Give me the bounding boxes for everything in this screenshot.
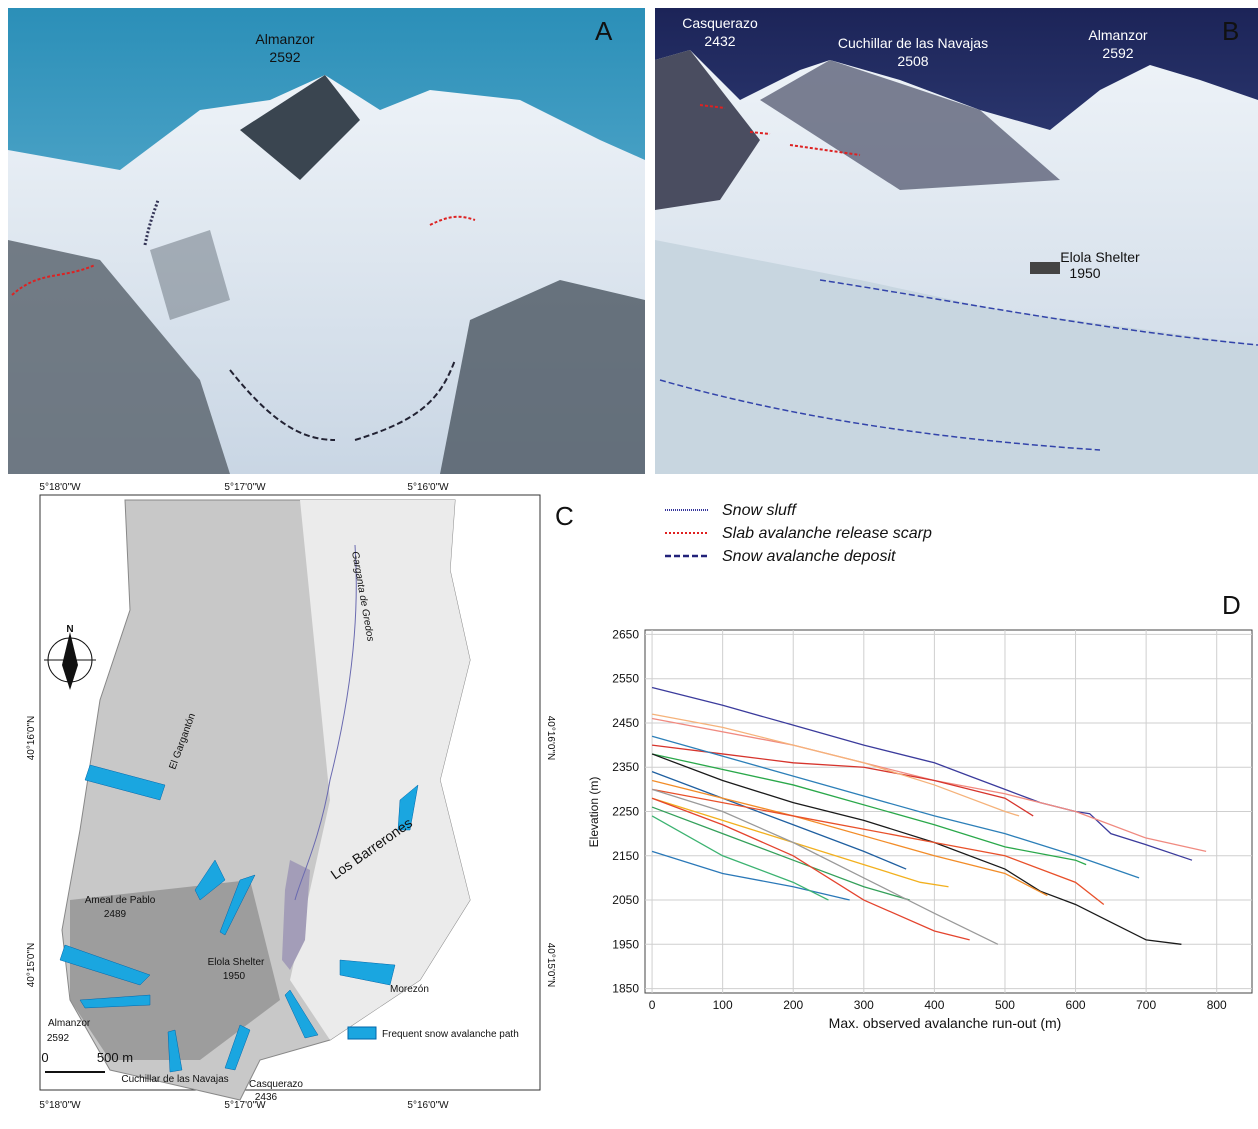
chart-d: D Max. observed avalanche run-out (m) El… <box>587 590 1252 1031</box>
lon-label: 5°18'0"W <box>39 482 81 493</box>
place-elevation: 1950 <box>1069 265 1100 281</box>
lat-label: 40°16'0"N <box>26 716 37 761</box>
legend-item: Snow sluff <box>722 502 797 519</box>
peak-elevation: 2592 <box>269 49 300 65</box>
x-tick-label: 700 <box>1136 998 1156 1012</box>
lat-label: 40°15'0"N <box>545 943 556 988</box>
place-name: Ameal de Pablo <box>85 895 156 906</box>
place-name: Morezón <box>390 984 429 995</box>
lat-label: 40°15'0"N <box>26 943 37 988</box>
y-axis-label: Elevation (m) <box>587 777 601 848</box>
photo-b: Casquerazo 2432 Cuchillar de las Navajas… <box>655 8 1258 474</box>
place-elevation: 2592 <box>1102 45 1133 61</box>
x-tick-label: 0 <box>649 998 656 1012</box>
place-name: Elola Shelter <box>208 957 265 968</box>
place-elevation: 2489 <box>104 909 127 920</box>
lon-label: 5°18'0"W <box>39 1100 81 1111</box>
x-tick-label: 500 <box>995 998 1015 1012</box>
y-tick-label: 2150 <box>612 849 639 863</box>
legend-item: Snow avalanche deposit <box>722 548 896 565</box>
x-tick-label: 800 <box>1207 998 1227 1012</box>
panel-letter: C <box>555 501 574 531</box>
scale-label: 0 <box>41 1050 48 1065</box>
y-tick-label: 2650 <box>612 627 639 641</box>
place-elevation: 2436 <box>255 1092 278 1103</box>
page: Almanzor 2592 A Casquerazo 2432 Cuchilla… <box>0 0 1258 1124</box>
map-c: N 5°18'0"W 5°17'0"W 5°16'0"W 5°18'0"W 5°… <box>26 482 574 1111</box>
lat-label: 40°16'0"N <box>545 716 556 761</box>
place-name: Casquerazo <box>682 15 758 31</box>
north-label: N <box>66 624 73 635</box>
lon-label: 5°17'0"W <box>224 482 266 493</box>
place-name: Elola Shelter <box>1060 249 1140 265</box>
place-elevation: 2508 <box>897 53 928 69</box>
place-name: Cuchillar de las Navajas <box>121 1074 228 1085</box>
place-name: Almanzor <box>48 1018 91 1029</box>
place-name: Cuchillar de las Navajas <box>838 35 988 51</box>
x-axis-label: Max. observed avalanche run-out (m) <box>829 1015 1062 1031</box>
x-tick-label: 400 <box>924 998 944 1012</box>
figure: Almanzor 2592 A Casquerazo 2432 Cuchilla… <box>0 0 1258 1124</box>
x-tick-label: 200 <box>783 998 803 1012</box>
y-tick-label: 2450 <box>612 716 639 730</box>
y-tick-label: 1950 <box>612 937 639 951</box>
panel-letter: D <box>1222 590 1241 620</box>
place-elevation: 2432 <box>704 33 735 49</box>
y-tick-label: 1850 <box>612 982 639 996</box>
y-tick-label: 2050 <box>612 893 639 907</box>
peak-name: Almanzor <box>255 31 314 47</box>
x-tick-label: 600 <box>1066 998 1086 1012</box>
x-tick-label: 100 <box>713 998 733 1012</box>
x-tick-label: 300 <box>854 998 874 1012</box>
y-tick-label: 2550 <box>612 672 639 686</box>
panel-letter: A <box>595 16 613 46</box>
place-name: Almanzor <box>1088 27 1147 43</box>
lon-label: 5°16'0"W <box>407 482 449 493</box>
place-elevation: 2592 <box>47 1033 70 1044</box>
y-tick-label: 2350 <box>612 760 639 774</box>
lon-label: 5°16'0"W <box>407 1100 449 1111</box>
map-legend: Frequent snow avalanche path <box>382 1029 519 1040</box>
legend-item: Slab avalanche release scarp <box>722 525 932 542</box>
photo-a: Almanzor 2592 A <box>8 8 645 474</box>
place-elevation: 1950 <box>223 971 246 982</box>
y-tick-label: 2250 <box>612 805 639 819</box>
panel-letter: B <box>1222 16 1239 46</box>
place-name: Casquerazo <box>249 1079 303 1090</box>
legend: Snow sluff Slab avalanche release scarp … <box>665 502 932 565</box>
scale-label: 500 m <box>97 1050 133 1065</box>
